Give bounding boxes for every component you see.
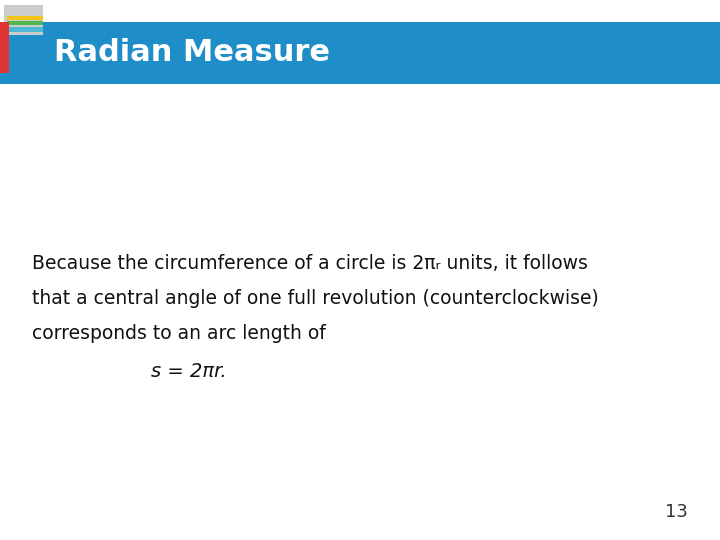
Bar <box>0 22 9 73</box>
FancyBboxPatch shape <box>0 22 720 84</box>
Text: that a central angle of one full revolution (counterclockwise): that a central angle of one full revolut… <box>32 289 599 308</box>
Bar <box>7 21 43 25</box>
Text: Because the circumference of a circle is 2πᵣ units, it follows: Because the circumference of a circle is… <box>32 254 588 273</box>
Text: corresponds to an arc length of: corresponds to an arc length of <box>32 324 326 343</box>
Text: 13: 13 <box>665 503 688 521</box>
Bar <box>7 16 43 20</box>
Text: Radian Measure: Radian Measure <box>54 38 330 67</box>
Bar <box>4 5 43 35</box>
Bar <box>7 27 43 32</box>
Text: s = 2πr.: s = 2πr. <box>151 362 227 381</box>
